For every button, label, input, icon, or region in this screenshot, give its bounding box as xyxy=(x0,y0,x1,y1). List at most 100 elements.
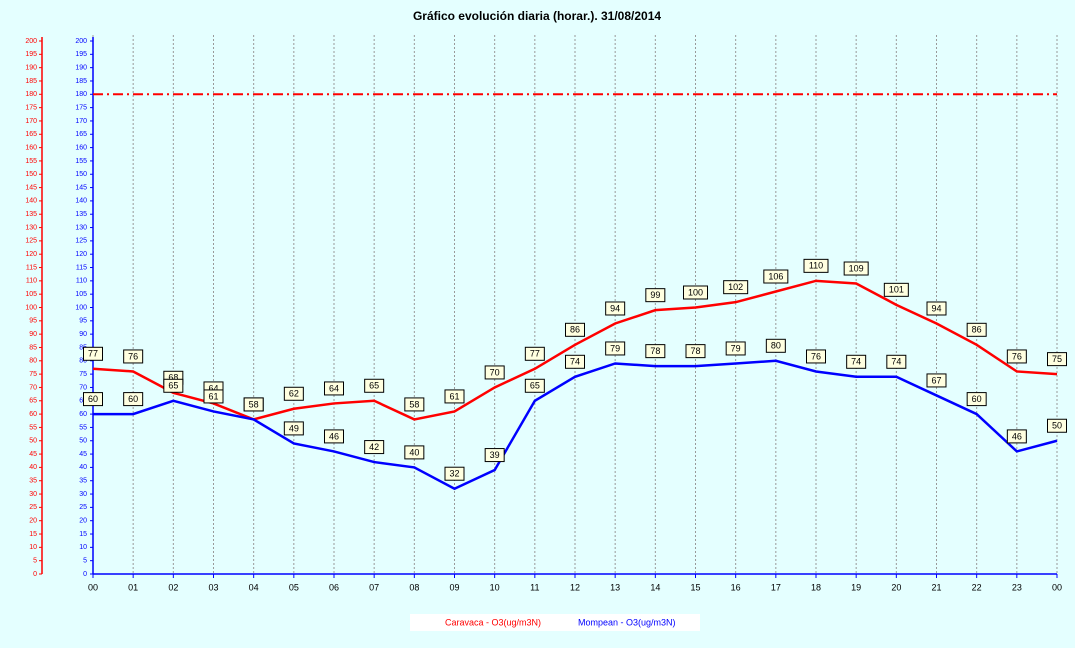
x-tick-label: 01 xyxy=(128,582,138,592)
value-label: 99 xyxy=(650,290,660,300)
y-tick-label: 55 xyxy=(29,424,37,431)
x-tick-label: 07 xyxy=(369,582,379,592)
x-tick-label: 10 xyxy=(490,582,500,592)
y2-tick-label: 30 xyxy=(79,491,87,498)
x-tick-label: 15 xyxy=(690,582,700,592)
y2-tick-label: 45 xyxy=(79,451,87,458)
y-tick-label: 35 xyxy=(29,478,37,485)
value-label: 58 xyxy=(409,399,419,409)
value-label-box xyxy=(324,429,344,444)
value-label: 42 xyxy=(369,442,379,452)
value-label: 80 xyxy=(771,341,781,351)
value-label-box xyxy=(123,349,144,364)
value-label-box xyxy=(444,389,465,404)
x-tick-label: 13 xyxy=(610,582,620,592)
value-label-box xyxy=(163,378,184,393)
value-label: 79 xyxy=(610,343,620,353)
value-label-box xyxy=(123,392,144,407)
y-tick-label: 165 xyxy=(25,131,37,138)
value-label-box xyxy=(484,365,505,380)
value-label-box xyxy=(565,322,585,337)
y2-tick-label: 50 xyxy=(79,438,87,445)
y2-tick-label: 140 xyxy=(75,198,87,205)
x-tick-label: 12 xyxy=(570,582,580,592)
value-label-box xyxy=(806,349,826,364)
value-label: 102 xyxy=(728,282,743,292)
value-label: 100 xyxy=(688,287,703,297)
value-label-box xyxy=(926,373,947,388)
x-tick-label: 00 xyxy=(1052,582,1062,592)
value-label-box xyxy=(926,301,947,316)
y-tick-label: 155 xyxy=(25,158,37,165)
value-label: 49 xyxy=(289,423,299,433)
x-tick-label: 08 xyxy=(409,582,419,592)
x-tick-label: 19 xyxy=(851,582,861,592)
y2-tick-label: 20 xyxy=(79,518,87,525)
value-label-box xyxy=(683,285,708,300)
y2-tick-label: 160 xyxy=(75,144,87,151)
y-tick-label: 135 xyxy=(25,211,37,218)
y2-tick-label: 15 xyxy=(79,531,87,538)
y2-tick-label: 10 xyxy=(79,544,87,551)
value-label: 70 xyxy=(490,367,500,377)
value-label: 106 xyxy=(768,271,783,281)
value-label: 58 xyxy=(249,399,259,409)
y-tick-label: 140 xyxy=(25,198,37,205)
x-tick-label: 23 xyxy=(1012,582,1022,592)
value-label-box xyxy=(404,397,425,412)
value-label-box xyxy=(243,397,264,412)
value-label-box xyxy=(1047,418,1067,433)
value-label: 61 xyxy=(208,391,218,401)
y2-tick-label: 185 xyxy=(75,78,87,85)
value-label: 94 xyxy=(610,303,620,313)
y2-tick-label: 120 xyxy=(75,251,87,258)
y-tick-label: 110 xyxy=(26,278,37,285)
y-tick-label: 160 xyxy=(25,144,37,151)
value-label: 76 xyxy=(1012,351,1022,361)
value-label-box xyxy=(484,448,505,463)
x-tick-label: 16 xyxy=(731,582,741,592)
y2-tick-label: 5 xyxy=(83,558,87,565)
y2-tick-label: 40 xyxy=(79,464,87,471)
y-tick-label: 25 xyxy=(29,504,37,511)
y2-tick-label: 150 xyxy=(75,171,87,178)
value-label: 77 xyxy=(530,349,540,359)
value-label: 60 xyxy=(972,394,982,404)
x-tick-label: 05 xyxy=(289,582,299,592)
value-label: 46 xyxy=(329,431,339,441)
value-label: 64 xyxy=(208,383,218,393)
x-tick-label: 18 xyxy=(811,582,821,592)
value-label-box xyxy=(1006,349,1027,364)
legend-label: Caravaca - O3(ug/m3N) xyxy=(445,617,541,627)
y2-tick-label: 100 xyxy=(75,304,87,311)
value-label-box xyxy=(846,354,867,369)
value-label-box xyxy=(404,445,425,460)
y-tick-label: 20 xyxy=(29,518,37,525)
y2-tick-label: 130 xyxy=(75,224,87,231)
value-label-box xyxy=(1006,429,1027,444)
y-tick-label: 90 xyxy=(29,331,37,338)
value-label-box xyxy=(364,440,385,455)
y2-tick-label: 200 xyxy=(75,38,87,45)
value-label: 77 xyxy=(88,349,98,359)
x-tick-label: 06 xyxy=(329,582,339,592)
value-label-box xyxy=(886,354,907,369)
x-tick-label: 17 xyxy=(771,582,781,592)
y-tick-label: 85 xyxy=(29,344,37,351)
value-label: 46 xyxy=(1012,431,1022,441)
y-tick-label: 50 xyxy=(29,438,37,445)
y2-tick-label: 180 xyxy=(75,91,87,98)
y2-tick-label: 75 xyxy=(79,371,87,378)
x-tick-label: 20 xyxy=(891,582,901,592)
y-tick-label: 130 xyxy=(25,224,37,231)
value-label: 74 xyxy=(570,357,580,367)
y2-tick-label: 170 xyxy=(75,118,87,125)
y-tick-label: 75 xyxy=(29,371,37,378)
y2-tick-label: 25 xyxy=(79,504,87,511)
value-label: 64 xyxy=(329,383,339,393)
x-tick-label: 04 xyxy=(249,582,259,592)
y-tick-label: 175 xyxy=(25,104,37,111)
y2-tick-label: 175 xyxy=(75,104,87,111)
